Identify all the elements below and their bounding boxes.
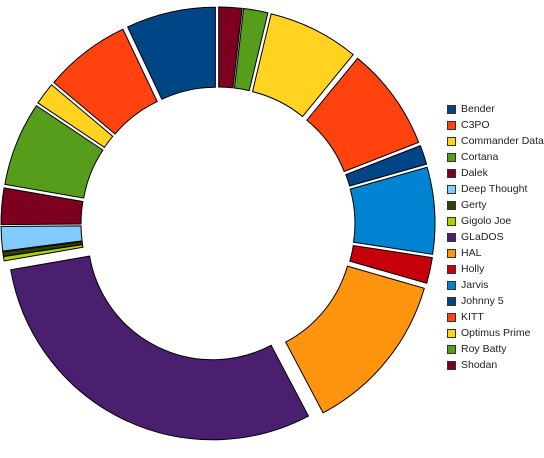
legend-swatch [447, 216, 456, 226]
legend-item: Holly [447, 261, 544, 277]
chart-legend: Bender C3PO Commander Data Cortana Dalek… [447, 101, 544, 373]
slice-shodan [218, 6, 243, 89]
legend-item: Deep Thought [447, 181, 544, 197]
slice-jarvis [349, 166, 436, 255]
legend-item: Optimus Prime [447, 325, 544, 341]
legend-item: Jarvis [447, 277, 544, 293]
legend-label: Gigolo Joe [461, 215, 512, 227]
legend-item: Gerty [447, 197, 544, 213]
legend-item: Cortana [447, 149, 544, 165]
legend-item: Bender [447, 101, 544, 117]
slice-kitt [306, 57, 420, 173]
legend-label: GLaDOS [461, 231, 504, 243]
legend-label: Cortana [461, 151, 499, 163]
slice-gerty [2, 241, 84, 257]
legend-swatch [447, 120, 456, 130]
legend-label: Gerty [461, 199, 487, 211]
legend-swatch [447, 200, 456, 210]
legend-swatch [447, 360, 456, 370]
slice-johnny-5 [345, 144, 428, 187]
legend-swatch [447, 168, 456, 178]
legend-swatch [447, 232, 456, 242]
legend-label: Shodan [461, 359, 498, 371]
legend-label: Johnny 5 [461, 295, 504, 307]
legend-swatch [447, 312, 456, 322]
legend-item: Gigolo Joe [447, 213, 544, 229]
legend-label: KITT [461, 311, 484, 323]
legend-swatch [447, 184, 456, 194]
slice-glados [10, 255, 310, 441]
slice-roy-batty [233, 7, 269, 92]
legend-item: Shodan [447, 357, 544, 373]
legend-label: C3PO [461, 119, 490, 131]
legend-item: C3PO [447, 117, 544, 133]
slice-holly [349, 244, 433, 284]
legend-item: Roy Batty [447, 341, 544, 357]
legend-label: Deep Thought [461, 183, 528, 195]
legend-label: Bender [461, 103, 495, 115]
slice-commander-data [37, 84, 114, 149]
legend-item: KITT [447, 309, 544, 325]
legend-label: Commander Data [461, 135, 544, 147]
legend-label: Dalek [461, 167, 488, 179]
slice-dalek [0, 187, 84, 226]
legend-swatch [447, 328, 456, 338]
legend-label: Roy Batty [461, 343, 507, 355]
legend-item: HAL [447, 245, 544, 261]
legend-label: Optimus Prime [461, 327, 531, 339]
legend-swatch [447, 344, 456, 354]
legend-swatch [447, 248, 456, 258]
legend-swatch [447, 264, 456, 274]
legend-item: Johnny 5 [447, 293, 544, 309]
legend-swatch [447, 152, 456, 162]
legend-swatch [447, 280, 456, 290]
slice-bender [126, 6, 216, 100]
slice-deep-thought [0, 225, 83, 252]
legend-swatch [447, 296, 456, 306]
legend-item: GLaDOS [447, 229, 544, 245]
legend-item: Dalek [447, 165, 544, 181]
slice-cortana [4, 104, 104, 199]
slice-hal [285, 265, 425, 414]
legend-label: HAL [461, 247, 482, 259]
legend-label: Jarvis [461, 279, 489, 291]
legend-item: Commander Data [447, 133, 544, 149]
slice-c3po [53, 28, 158, 135]
legend-swatch [447, 136, 456, 146]
legend-label: Holly [461, 263, 485, 275]
legend-swatch [447, 104, 456, 114]
slice-optimus-prime [251, 13, 354, 118]
